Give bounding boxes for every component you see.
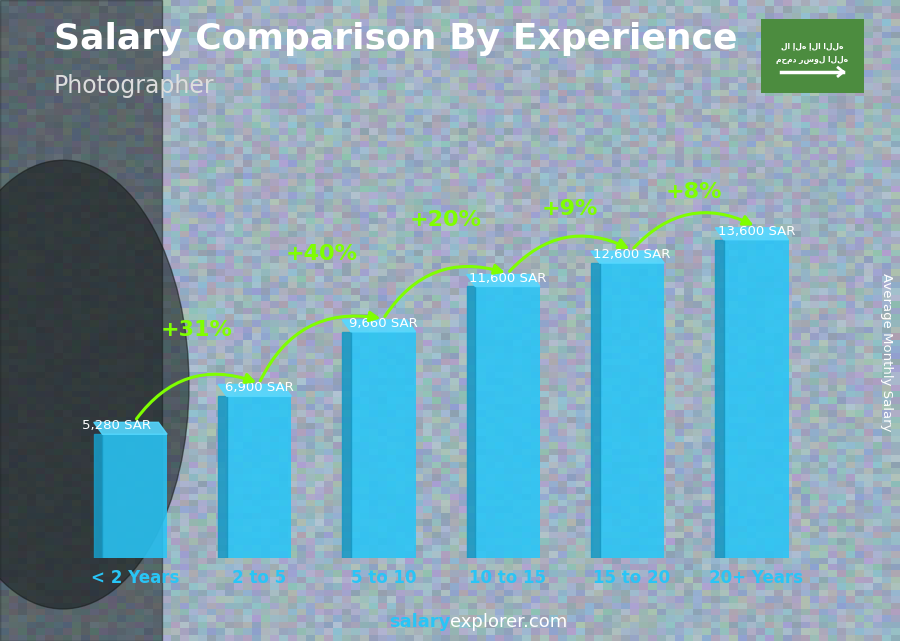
Polygon shape [94,434,103,558]
Text: +8%: +8% [666,182,723,203]
Polygon shape [342,320,416,332]
Bar [227,396,292,558]
Polygon shape [94,422,167,434]
Bar [0,0,162,641]
Text: +40%: +40% [285,244,357,264]
Polygon shape [218,385,292,396]
Polygon shape [591,263,599,558]
Text: explorer.com: explorer.com [450,613,567,631]
Bar [475,287,540,558]
Text: 13,600 SAR: 13,600 SAR [717,225,795,238]
Text: +20%: +20% [410,210,482,230]
Polygon shape [716,240,724,558]
Text: 9,660 SAR: 9,660 SAR [349,317,418,330]
Text: محمد رسول الله: محمد رسول الله [776,54,849,63]
Bar [724,240,788,558]
Ellipse shape [0,160,189,609]
Text: 5,280 SAR: 5,280 SAR [82,419,150,432]
Text: 11,600 SAR: 11,600 SAR [469,272,546,285]
Text: salary: salary [389,613,450,631]
Polygon shape [716,228,788,240]
Text: Salary Comparison By Experience: Salary Comparison By Experience [54,22,737,56]
Text: +31%: +31% [161,320,233,340]
Polygon shape [466,287,475,558]
Bar [103,434,167,558]
Bar [599,263,664,558]
Bar [351,332,416,558]
Polygon shape [342,332,351,558]
Text: لا إله إلا الله: لا إله إلا الله [781,41,843,50]
Text: Photographer: Photographer [54,74,214,97]
Text: +9%: +9% [542,199,598,219]
Polygon shape [466,274,540,287]
Text: Average Monthly Salary: Average Monthly Salary [880,273,893,432]
Polygon shape [218,396,227,558]
Polygon shape [591,251,664,263]
Text: 12,600 SAR: 12,600 SAR [593,248,670,261]
Text: 6,900 SAR: 6,900 SAR [225,381,293,394]
